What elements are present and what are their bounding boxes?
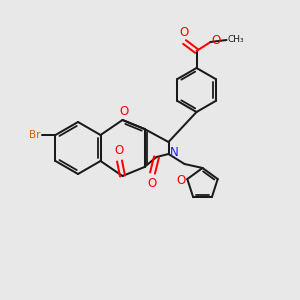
Text: O: O xyxy=(114,144,123,157)
Text: Br: Br xyxy=(29,130,40,140)
Text: CH₃: CH₃ xyxy=(227,35,244,44)
Text: O: O xyxy=(212,34,221,47)
Text: N: N xyxy=(169,146,178,160)
Text: O: O xyxy=(119,105,128,118)
Text: O: O xyxy=(176,174,185,187)
Text: O: O xyxy=(147,177,156,190)
Text: O: O xyxy=(179,26,188,39)
